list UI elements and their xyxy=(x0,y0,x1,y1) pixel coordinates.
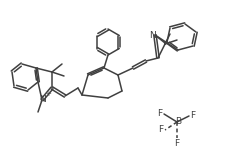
Text: B: B xyxy=(175,117,181,127)
Text: +: + xyxy=(45,91,51,97)
Text: F: F xyxy=(190,112,196,120)
Text: F: F xyxy=(158,126,164,134)
Text: N: N xyxy=(150,31,156,39)
Text: F: F xyxy=(158,110,163,118)
Text: N: N xyxy=(40,95,46,103)
Text: F: F xyxy=(174,138,180,148)
